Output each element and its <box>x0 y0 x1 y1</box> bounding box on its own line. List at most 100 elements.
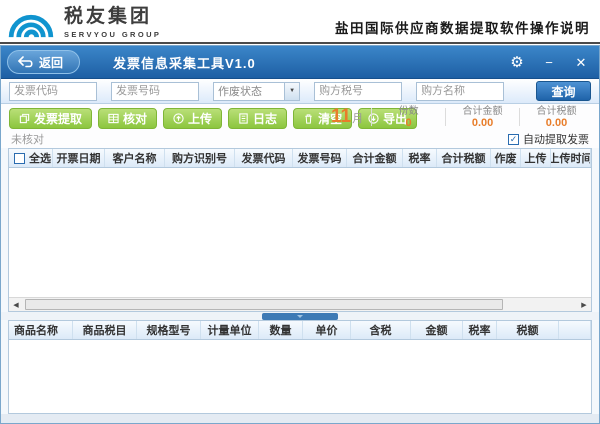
total-amount-value: 0.00 <box>471 116 494 129</box>
chevron-down-icon[interactable]: ▼ <box>284 82 300 100</box>
divider <box>371 108 373 126</box>
unverified-status: 未核对 <box>11 134 44 146</box>
log-document-icon <box>239 112 248 124</box>
filter-bar: 作废状态 ▼ 查询 <box>1 79 599 104</box>
col-upload-time: 上传时间 <box>551 149 591 167</box>
invoice-table: 全选 开票日期 客户名称 购方识别号 发票代码 发票号码 合计金额 税率 合计税… <box>8 148 592 312</box>
divider <box>445 108 447 126</box>
back-label: 返回 <box>39 55 64 70</box>
scroll-right-icon[interactable]: ▶ <box>581 301 587 309</box>
window-bottom-strip <box>1 414 599 423</box>
invoice-table-body <box>9 168 591 297</box>
detail-table-header: 商品名称 商品税目 规格型号 计量单位 数量 单价 含税 金额 税率 税额 <box>9 321 591 340</box>
void-status-select[interactable]: 作废状态 ▼ <box>213 81 301 101</box>
export-label: 导出 <box>383 111 408 126</box>
logo-subtitle: SERVYOU GROUP <box>64 30 162 39</box>
detail-table-body <box>9 340 591 413</box>
col-invoice-code: 发票代码 <box>235 149 293 167</box>
invoice-tool-window: 返回 发票信息采集工具V1.0 ⚙ − ✕ 作废状态 ▼ 查询 发票提取 核对 <box>0 45 600 424</box>
col-tax-included: 含税 <box>351 321 411 339</box>
document-title: 盐田国际供应商数据提取软件操作说明 <box>335 21 590 36</box>
servyou-arcs-icon <box>8 14 54 38</box>
verify-label: 核对 <box>123 111 148 126</box>
close-icon[interactable]: ✕ <box>575 54 587 70</box>
month-unit: 月 <box>352 113 364 125</box>
extract-icon <box>19 113 30 123</box>
buyer-tax-no-input[interactable] <box>314 81 403 101</box>
col-tax-rate: 税率 <box>403 149 437 167</box>
detail-table: 商品名称 商品税目 规格型号 计量单位 数量 单价 含税 金额 税率 税额 <box>8 320 592 414</box>
minimize-icon[interactable]: − <box>545 54 553 70</box>
invoice-number-input[interactable] <box>111 81 199 101</box>
col-product-tax-item: 商品税目 <box>73 321 137 339</box>
invoice-code-input[interactable] <box>9 81 97 101</box>
splitter-handle[interactable] <box>262 312 338 320</box>
logo-title: 税友集团 <box>64 6 153 27</box>
col-spacer <box>559 321 591 339</box>
col-spec-model: 规格型号 <box>137 321 201 339</box>
scrollbar-track[interactable] <box>23 298 577 311</box>
col-total-amount: 合计金额 <box>347 149 403 167</box>
auto-extract-toggle[interactable]: ✓ 自动提取发票 <box>508 131 589 147</box>
clear-label: 清空 <box>318 111 343 126</box>
extract-invoice-button[interactable]: 发票提取 <box>9 107 93 129</box>
void-status-value: 作废状态 <box>218 86 262 98</box>
settings-gear-icon[interactable]: ⚙ <box>510 53 524 71</box>
col-tax-amount: 税额 <box>497 321 559 339</box>
servyou-logo: 税友集团 SERVYOU GROUP <box>8 4 161 39</box>
count-label: 份数 <box>398 105 419 117</box>
total-tax-value: 0.00 <box>545 116 568 129</box>
col-unit: 计量单位 <box>201 321 259 339</box>
col-customer-name: 客户名称 <box>105 149 165 167</box>
col-void: 作废 <box>491 149 521 167</box>
invoice-table-header: 全选 开票日期 客户名称 购方识别号 发票代码 发票号码 合计金额 税率 合计税… <box>9 149 591 168</box>
logo-text: 税友集团 SERVYOU GROUP <box>64 4 161 39</box>
scrollbar-thumb[interactable] <box>25 299 503 310</box>
upload-button[interactable]: 上传 <box>163 107 223 129</box>
scroll-left-icon[interactable]: ◀ <box>13 301 19 309</box>
buyer-name-input[interactable] <box>416 81 505 101</box>
trash-icon <box>305 113 312 124</box>
invoice-count-stat: 份数 0 <box>372 106 445 129</box>
col-unit-price: 单价 <box>303 321 351 339</box>
clear-button[interactable]: 清空 <box>293 107 353 129</box>
export-button[interactable]: 导出 <box>358 107 418 129</box>
log-label: 日志 <box>253 111 278 126</box>
month-value: 11 <box>331 106 352 127</box>
col-total-tax: 合计税额 <box>437 149 491 167</box>
log-button[interactable]: 日志 <box>228 107 288 129</box>
window-controls: ⚙ − ✕ <box>509 46 589 79</box>
col-upload: 上传 <box>521 149 551 167</box>
col-invoice-date: 开票日期 <box>53 149 105 167</box>
query-button[interactable]: 查询 <box>536 81 591 101</box>
auto-extract-label: 自动提取发票 <box>523 134 589 146</box>
horizontal-scrollbar[interactable]: ◀ ▶ <box>9 297 591 311</box>
col-invoice-number: 发票号码 <box>293 149 347 167</box>
total-amount-label: 合计金额 <box>462 105 503 117</box>
toolbar: 发票提取 核对 上传 日志 清空 导出 11 月 <box>1 104 599 130</box>
total-amount-stat: 合计金额 0.00 <box>446 106 519 129</box>
month-display: 11 月 <box>327 106 371 128</box>
upload-circle-icon <box>173 112 184 124</box>
col-product-name: 商品名称 <box>9 321 73 339</box>
export-circle-icon <box>368 112 379 124</box>
back-button[interactable]: 返回 <box>7 50 81 74</box>
auto-extract-checkbox[interactable]: ✓ <box>508 133 519 145</box>
col-tax-rate2: 税率 <box>463 321 497 339</box>
select-all-label: 全选 <box>29 153 51 165</box>
splitter-arrow-icon <box>297 314 303 318</box>
select-all-checkbox[interactable] <box>14 152 25 164</box>
col-amount: 金额 <box>411 321 463 339</box>
select-all-cell: 全选 <box>9 149 53 167</box>
col-quantity: 数量 <box>259 321 303 339</box>
total-tax-label: 合计税额 <box>536 105 577 117</box>
window-title: 发票信息采集工具V1.0 <box>113 55 256 71</box>
meta-row: 未核对 ✓ 自动提取发票 <box>1 130 599 148</box>
total-tax-stat: 合计税额 0.00 <box>520 106 593 129</box>
col-buyer-id: 购方识别号 <box>165 149 235 167</box>
return-arrow-icon <box>18 56 33 68</box>
document-header: 税友集团 SERVYOU GROUP 盐田国际供应商数据提取软件操作说明 <box>0 0 600 44</box>
pane-splitter <box>1 312 599 320</box>
summary-strip: 11 月 份数 0 合计金额 0.00 合计税额 0.00 <box>327 104 593 130</box>
verify-button[interactable]: 核对 <box>98 107 158 129</box>
